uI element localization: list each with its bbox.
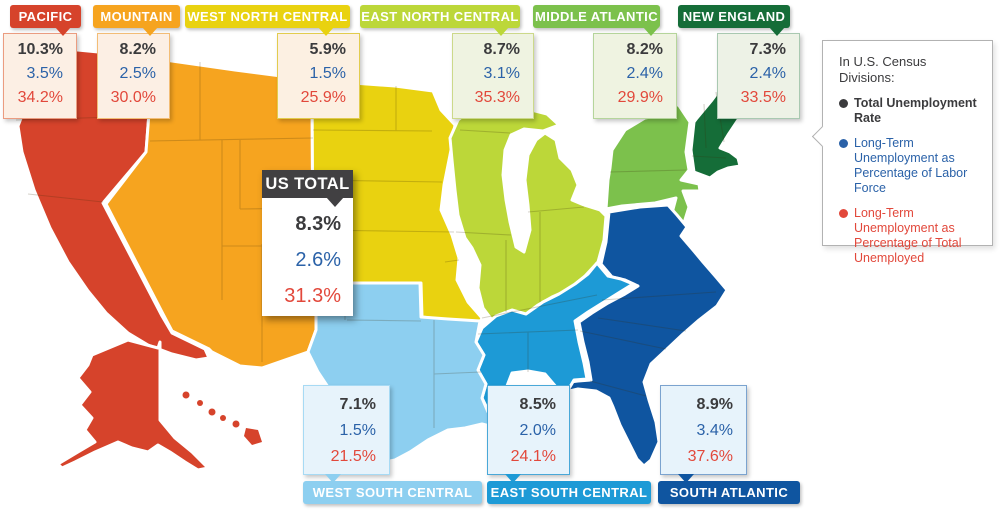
division-tab-mountain: MOUNTAIN	[93, 5, 180, 36]
value-longterm-labor-force: 2.5%	[119, 65, 156, 82]
tab-pointer-icon	[142, 27, 158, 36]
legend-item-total-rate: Total Unemployment Rate	[839, 96, 982, 126]
value-longterm-labor-force: 3.4%	[696, 422, 733, 439]
databox-west-south-central: 7.1% 1.5% 21.5%	[303, 385, 390, 475]
division-tab-middle-atlantic: MIDDLE ATLANTIC	[533, 5, 660, 36]
value-longterm-labor-force: 2.4%	[626, 65, 663, 82]
value-total-unemployment: 8.3%	[295, 213, 341, 235]
value-longterm-unemployed: 29.9%	[617, 89, 663, 106]
value-longterm-labor-force: 2.0%	[519, 422, 556, 439]
region-south-atlantic	[560, 203, 729, 468]
value-longterm-labor-force: 3.5%	[26, 65, 63, 82]
databox-middle-atlantic: 8.2% 2.4% 29.9%	[593, 33, 677, 119]
tab-pointer-icon	[769, 27, 785, 36]
value-longterm-unemployed: 30.0%	[110, 89, 156, 106]
value-longterm-unemployed: 33.5%	[740, 89, 786, 106]
value-total-unemployment: 5.9%	[309, 41, 346, 58]
division-tab-east-south-central: EAST SOUTH CENTRAL	[487, 481, 651, 504]
legend: In U.S. Census Divisions: Total Unemploy…	[811, 40, 993, 265]
value-total-unemployment: 8.2%	[119, 41, 156, 58]
databox-east-south-central: 8.5% 2.0% 24.1%	[487, 385, 570, 475]
legend-item-longterm-labor-force: Long-Term Unemployment as Percentage of …	[839, 136, 982, 196]
tab-pointer-icon	[505, 474, 521, 483]
databox-east-north-central: 8.7% 3.1% 35.3%	[452, 33, 534, 119]
division-tab-label: PACIFIC	[18, 9, 73, 24]
value-total-unemployment: 7.3%	[749, 41, 786, 58]
databox-west-north-central: 5.9% 1.5% 25.9%	[277, 33, 360, 119]
division-tab-east-north-central: EAST NORTH CENTRAL	[360, 5, 520, 36]
us-total-callout: US TOTAL 8.3% 2.6% 31.3%	[262, 170, 353, 316]
value-total-unemployment: 10.3%	[17, 41, 63, 58]
value-longterm-labor-force: 1.5%	[309, 65, 346, 82]
value-total-unemployment: 8.9%	[696, 396, 733, 413]
legend-item-label: Long-Term Unemployment as Percentage of …	[854, 206, 962, 265]
value-longterm-unemployed: 21.5%	[330, 448, 376, 465]
division-tab-south-atlantic: SOUTH ATLANTIC	[658, 481, 800, 504]
value-total-unemployment: 8.7%	[483, 41, 520, 58]
division-tab-label: MOUNTAIN	[100, 9, 173, 24]
division-tab-label: EAST SOUTH CENTRAL	[490, 485, 648, 500]
division-tab-label: WEST NORTH CENTRAL	[187, 9, 348, 24]
value-longterm-unemployed: 31.3%	[284, 285, 341, 307]
value-total-unemployment: 8.5%	[519, 396, 556, 413]
us-total-label: US TOTAL	[265, 175, 350, 193]
division-tab-label: WEST SOUTH CENTRAL	[312, 485, 473, 500]
division-tab-label: NEW ENGLAND	[682, 9, 786, 24]
us-total-header: US TOTAL	[262, 170, 353, 207]
division-tab-west-south-central: WEST SOUTH CENTRAL	[303, 481, 482, 504]
databox-pacific: 10.3% 3.5% 34.2%	[3, 33, 77, 119]
division-tab-label: MIDDLE ATLANTIC	[535, 9, 658, 24]
division-tab-pacific: PACIFIC	[10, 5, 81, 36]
value-total-unemployment: 8.2%	[626, 41, 663, 58]
tab-pointer-icon	[643, 27, 659, 36]
tab-pointer-icon	[678, 474, 694, 483]
value-longterm-labor-force: 2.6%	[295, 249, 341, 271]
us-total-values: 8.3% 2.6% 31.3%	[262, 198, 353, 316]
legend-item-label: Long-Term Unemployment as Percentage of …	[854, 136, 968, 195]
region-east-north-central	[448, 103, 608, 322]
databox-mountain: 8.2% 2.5% 30.0%	[97, 33, 170, 119]
bullet-icon	[839, 139, 848, 148]
legend-item-label: Total Unemployment Rate	[854, 96, 977, 125]
tab-pointer-icon	[55, 27, 71, 36]
division-tab-label: SOUTH ATLANTIC	[669, 485, 789, 500]
value-total-unemployment: 7.1%	[339, 396, 376, 413]
tab-pointer-icon	[325, 474, 341, 483]
division-tab-new-england: NEW ENGLAND	[678, 5, 790, 36]
division-tab-label: EAST NORTH CENTRAL	[361, 9, 519, 24]
region-hawaii	[182, 391, 262, 445]
value-longterm-unemployed: 34.2%	[17, 89, 63, 106]
bullet-icon	[839, 209, 848, 218]
region-alaska	[56, 338, 210, 472]
callout-pointer-icon	[326, 197, 344, 207]
value-longterm-unemployed: 37.6%	[687, 448, 733, 465]
value-longterm-unemployed: 24.1%	[510, 448, 556, 465]
tab-pointer-icon	[493, 27, 509, 36]
value-longterm-labor-force: 2.4%	[749, 65, 786, 82]
legend-item-longterm-unemployed: Long-Term Unemployment as Percentage of …	[839, 206, 982, 266]
value-longterm-labor-force: 3.1%	[483, 65, 520, 82]
bullet-icon	[839, 99, 848, 108]
legend-title: In U.S. Census Divisions:	[839, 54, 927, 85]
value-longterm-unemployed: 35.3%	[474, 89, 520, 106]
databox-new-england: 7.3% 2.4% 33.5%	[717, 33, 800, 119]
division-tab-west-north-central: WEST NORTH CENTRAL	[185, 5, 350, 36]
value-longterm-labor-force: 1.5%	[339, 422, 376, 439]
tab-pointer-icon	[318, 27, 334, 36]
value-longterm-unemployed: 25.9%	[300, 89, 346, 106]
databox-south-atlantic: 8.9% 3.4% 37.6%	[660, 385, 747, 475]
